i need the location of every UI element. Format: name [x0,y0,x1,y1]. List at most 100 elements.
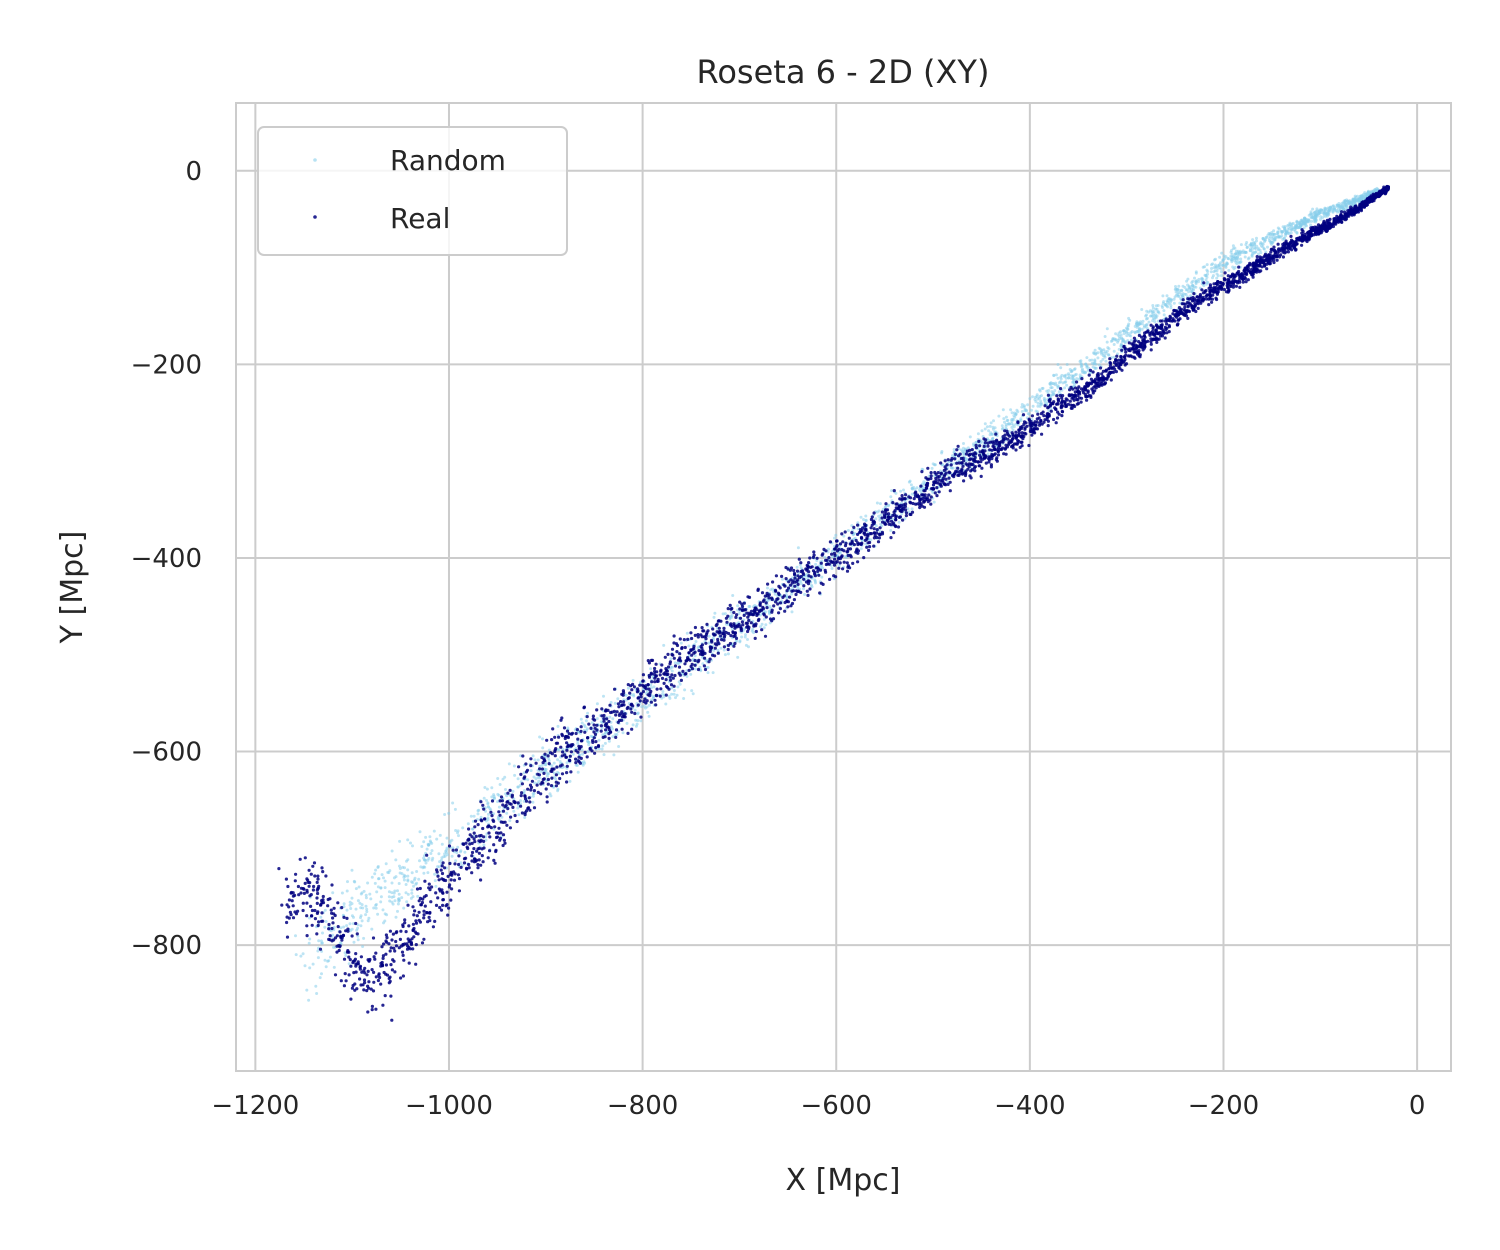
data-point [482,839,486,844]
data-point [690,636,694,641]
data-point [777,584,781,589]
data-point [982,444,986,448]
data-point [937,490,941,494]
data-point [568,779,572,783]
data-point [1342,200,1346,204]
data-point [720,638,724,642]
data-point [538,735,542,739]
data-point [810,585,814,589]
data-point [550,776,554,780]
data-point [1154,304,1158,308]
data-point [1065,363,1069,366]
data-point [731,594,735,597]
data-point [996,453,1001,457]
data-point [985,425,989,429]
data-point [307,998,311,1002]
data-point [631,678,635,682]
data-point [896,525,901,529]
data-point [759,625,763,629]
data-point [1137,340,1141,344]
data-point [1114,338,1117,342]
data-point [946,480,949,484]
data-point [287,898,291,902]
data-point [520,782,525,786]
data-point [450,854,454,858]
data-point [1281,225,1285,229]
data-point [977,439,981,443]
data-point [789,578,793,582]
data-point [1127,316,1131,320]
data-point [351,922,355,926]
data-point [966,446,970,450]
data-point [808,587,812,591]
data-point [687,668,691,673]
data-point [1036,412,1040,416]
data-point [989,421,993,425]
data-point [1197,277,1201,281]
data-point [1116,340,1120,344]
data-point [321,870,325,874]
data-point [766,582,770,586]
data-point [734,615,738,620]
data-point [1055,394,1059,398]
data-point [807,561,811,565]
data-point [400,896,404,900]
data-point [727,631,731,636]
data-point [406,892,410,896]
data-point [395,930,399,934]
data-point [376,885,380,889]
data-point [1187,309,1191,314]
data-point [607,736,611,741]
data-point [1193,276,1196,280]
data-point [425,911,429,915]
data-point [1236,249,1240,253]
data-point [538,764,542,768]
data-point [1254,250,1258,254]
data-point [828,577,832,582]
data-point [862,556,866,560]
data-point [516,777,520,781]
data-point [1143,335,1147,339]
data-point [670,669,674,673]
data-point [359,924,363,928]
data-point [406,878,410,882]
data-point [676,661,680,665]
data-point [459,850,462,854]
data-point [394,858,398,862]
data-point [516,806,520,810]
data-point [1117,347,1121,351]
data-point [1168,319,1172,323]
data-point [288,910,292,914]
data-point [1231,244,1235,248]
data-point [493,861,497,865]
data-point [1151,304,1155,307]
data-point [534,761,538,765]
data-point [415,914,419,918]
data-point [722,648,726,652]
data-point [453,807,457,811]
data-point [1093,358,1097,362]
data-point [342,915,346,920]
data-point [1177,284,1181,288]
data-point [853,531,857,535]
data-point [558,776,562,781]
data-point [892,489,896,493]
data-point [647,703,651,707]
data-point [1033,398,1037,401]
data-point [331,921,335,925]
data-point [1222,254,1226,258]
data-point [1310,219,1313,223]
data-point [1168,314,1172,318]
data-point [472,837,476,841]
data-point [1162,300,1166,304]
data-point [327,922,331,927]
data-point [939,471,944,475]
data-point [343,972,347,976]
data-point [507,762,511,766]
data-point [694,640,698,643]
data-point [338,930,342,934]
data-point [307,941,311,945]
data-point [473,825,477,829]
data-point [913,491,917,495]
data-point [536,758,540,762]
